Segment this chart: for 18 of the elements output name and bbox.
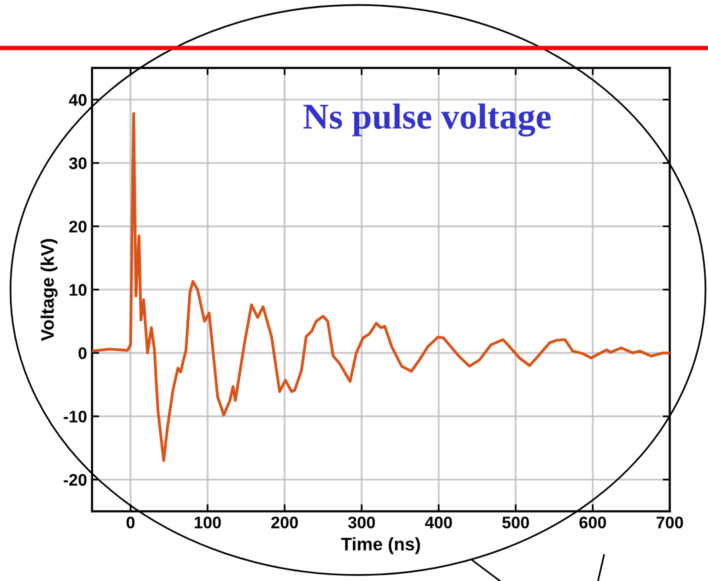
y-axis-title: Voltage (kV) xyxy=(40,239,58,342)
text: Ns pulse voltage xyxy=(303,103,551,136)
y-tick-label: 20 xyxy=(69,220,86,233)
x-tick-label: 200 xyxy=(271,516,298,528)
x-tick-label: 500 xyxy=(502,516,529,528)
x-tick-label: 400 xyxy=(425,516,452,528)
y-tick-label: -20 xyxy=(64,474,86,486)
y-tick-label: 10 xyxy=(70,284,86,296)
y-tick-label: 0 xyxy=(78,347,86,360)
x-tick-label: 0 xyxy=(126,516,135,528)
y-tick-label: 30 xyxy=(69,157,86,170)
x-tick-label: 100 xyxy=(194,516,221,528)
y-tick-label: -10 xyxy=(64,410,86,422)
x-tick-label: 700 xyxy=(656,516,683,528)
y-tick-label: 40 xyxy=(68,94,86,106)
x-tick-label: 600 xyxy=(579,516,606,528)
x-axis-title: Time (ns) xyxy=(341,537,420,554)
x-tick-label: 300 xyxy=(348,516,375,528)
